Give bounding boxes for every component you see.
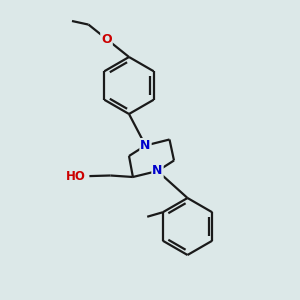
Text: HO: HO [66,169,86,183]
Text: O: O [101,32,112,46]
Text: N: N [140,139,151,152]
Text: N: N [152,164,163,178]
